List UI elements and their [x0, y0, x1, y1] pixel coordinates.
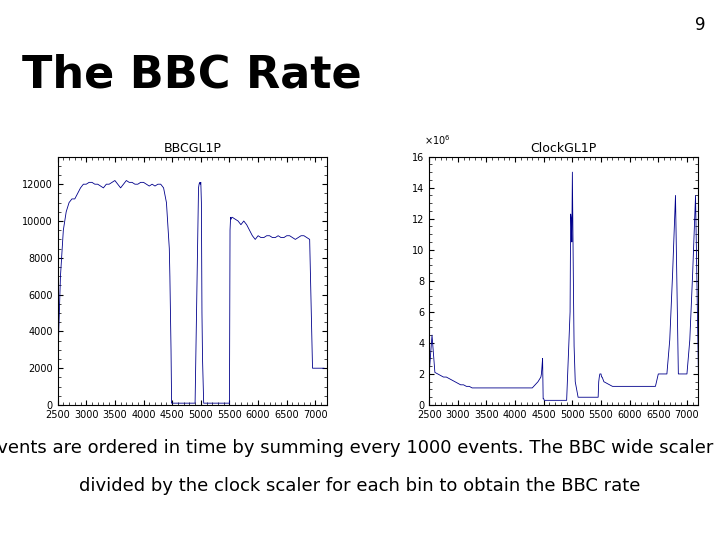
Title: ClockGL1P: ClockGL1P: [531, 143, 597, 156]
Title: BBCGL1P: BBCGL1P: [163, 143, 221, 156]
Text: The BBC Rate: The BBC Rate: [22, 54, 361, 97]
Text: Events are ordered in time by summing every 1000 events. The BBC wide scaler is: Events are ordered in time by summing ev…: [0, 439, 720, 457]
Text: $\times10^{6}$: $\times10^{6}$: [424, 133, 450, 147]
Text: 9: 9: [695, 16, 706, 34]
Text: divided by the clock scaler for each bin to obtain the BBC rate: divided by the clock scaler for each bin…: [79, 477, 641, 495]
